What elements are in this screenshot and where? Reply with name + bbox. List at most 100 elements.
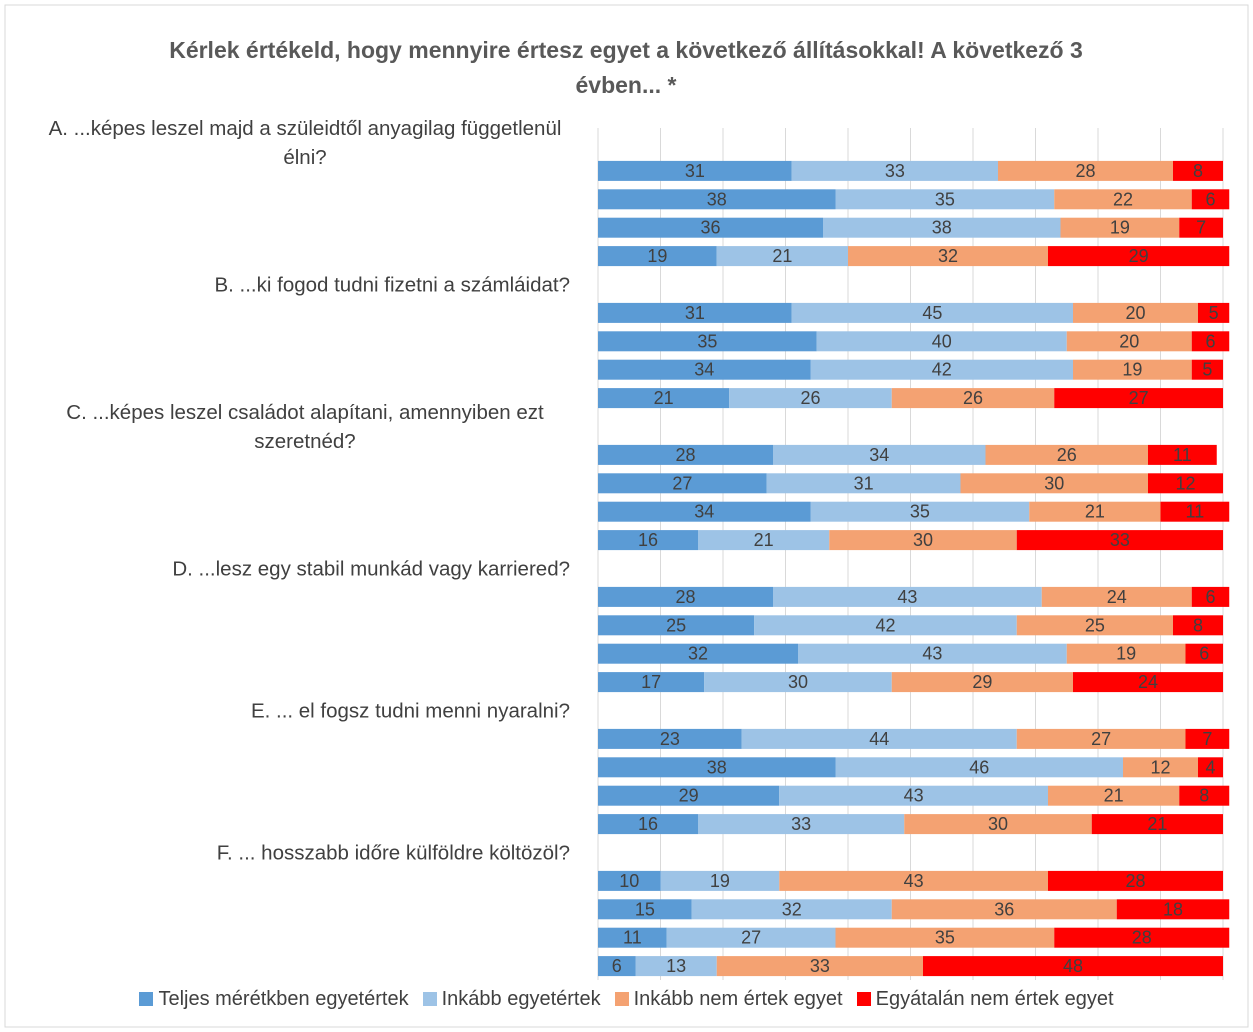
data-label: 24 [1107, 587, 1127, 607]
bar-segment [1148, 444, 1217, 465]
bar-segment [1198, 757, 1223, 778]
data-label: 6 [1199, 644, 1209, 664]
data-label: 25 [666, 615, 686, 635]
bar-segment [923, 956, 1223, 977]
bar-segment [598, 927, 667, 948]
bar-segment [1123, 757, 1198, 778]
bar-segment [698, 530, 830, 551]
data-label: 35 [697, 331, 717, 351]
bar-segment [1048, 870, 1223, 891]
bar-segment [598, 643, 798, 664]
bar-segment [1116, 899, 1230, 920]
data-label: 34 [869, 445, 889, 465]
bar-segment [773, 444, 986, 465]
bar-segment [716, 246, 848, 267]
data-label: 21 [754, 530, 774, 550]
legend: Teljes mérétkben egyetértek Inkább egyeté… [0, 988, 1253, 1011]
data-label: 16 [638, 814, 658, 834]
bar-segment [598, 814, 698, 835]
bar-segment [1041, 586, 1192, 607]
bar-segment [810, 501, 1030, 522]
data-label: 5 [1202, 360, 1212, 380]
data-label: 19 [1110, 218, 1130, 238]
bar-segment [598, 956, 636, 977]
bar-segment [835, 927, 1055, 948]
chart-border [4, 4, 1249, 1028]
legend-label: Teljes mérétkben egyetértek [158, 988, 409, 1010]
bar-segment [835, 757, 1123, 778]
data-label: 29 [1129, 246, 1149, 266]
data-label: 38 [932, 218, 952, 238]
data-label: 19 [647, 246, 667, 266]
data-label: 30 [913, 530, 933, 550]
data-label: 6 [1205, 587, 1215, 607]
bar-segment [891, 388, 1055, 409]
category-label: B. ...ki fogod tudni fizetni a számláida… [214, 273, 570, 296]
bar-segment [704, 672, 892, 693]
data-label: 7 [1196, 218, 1206, 238]
data-label: 11 [623, 928, 642, 948]
data-label: 21 [654, 388, 674, 408]
data-label: 34 [694, 502, 714, 522]
data-label: 7 [1202, 729, 1212, 749]
bar-segment [835, 189, 1055, 210]
bar-segment [598, 757, 836, 778]
bar-segment [779, 870, 1048, 891]
bar-segment [598, 217, 823, 238]
data-label: 31 [685, 161, 705, 181]
bar-segment [816, 331, 1067, 352]
bar-segment [635, 956, 717, 977]
data-label: 33 [791, 814, 811, 834]
bar-segment [998, 160, 1173, 181]
data-label: 27 [1091, 729, 1111, 749]
data-label: 43 [904, 871, 924, 891]
data-label: 45 [922, 303, 942, 323]
bar-segment [598, 728, 742, 749]
data-label: 43 [904, 786, 924, 806]
data-label: 33 [810, 956, 830, 976]
bar-segment [1073, 359, 1192, 380]
data-label: 43 [922, 644, 942, 664]
data-label: 12 [1150, 757, 1170, 777]
data-label: 40 [932, 331, 952, 351]
data-label: 8 [1199, 786, 1209, 806]
data-label: 32 [688, 644, 708, 664]
bar-segment [716, 956, 923, 977]
bar-segment [598, 586, 773, 607]
legend-item: Teljes mérétkben egyetértek [139, 988, 409, 1011]
data-label: 4 [1205, 757, 1215, 777]
data-label: 12 [1175, 473, 1195, 493]
bar-segment [1148, 473, 1223, 494]
bar-segment [1179, 785, 1230, 806]
legend-item: Egyátalán nem értek egyet [856, 988, 1114, 1011]
data-label: 20 [1125, 303, 1145, 323]
bar-segment [1016, 728, 1186, 749]
data-label: 23 [660, 729, 680, 749]
bar-segment [1066, 643, 1186, 664]
category-label: E. ... el fogsz tudni menni nyaralni? [250, 699, 570, 722]
bar-segment [598, 672, 705, 693]
data-label: 28 [1075, 161, 1095, 181]
bar-segment [1160, 501, 1230, 522]
bar-segment [1048, 785, 1180, 806]
data-label: 10 [619, 871, 639, 891]
legend-swatch [422, 992, 437, 1006]
data-label: 31 [685, 303, 705, 323]
data-label: 21 [1104, 786, 1124, 806]
bar-segment [1073, 302, 1198, 323]
bar-segment [1179, 217, 1223, 238]
legend-item: Inkább nem értek egyet [614, 988, 843, 1011]
data-label: 27 [672, 473, 692, 493]
legend-label: Inkább egyetértek [441, 988, 601, 1010]
data-label: 11 [1186, 502, 1205, 522]
bar-segment [660, 870, 780, 891]
data-label: 18 [1163, 899, 1183, 919]
bar-segment [1048, 246, 1230, 267]
bar-segment [1173, 160, 1223, 181]
data-label: 8 [1193, 615, 1203, 635]
bar-segment [848, 246, 1048, 267]
data-label: 31 [854, 473, 874, 493]
data-label: 22 [1113, 189, 1133, 209]
bar-segment [1198, 302, 1230, 323]
data-label: 19 [710, 871, 730, 891]
